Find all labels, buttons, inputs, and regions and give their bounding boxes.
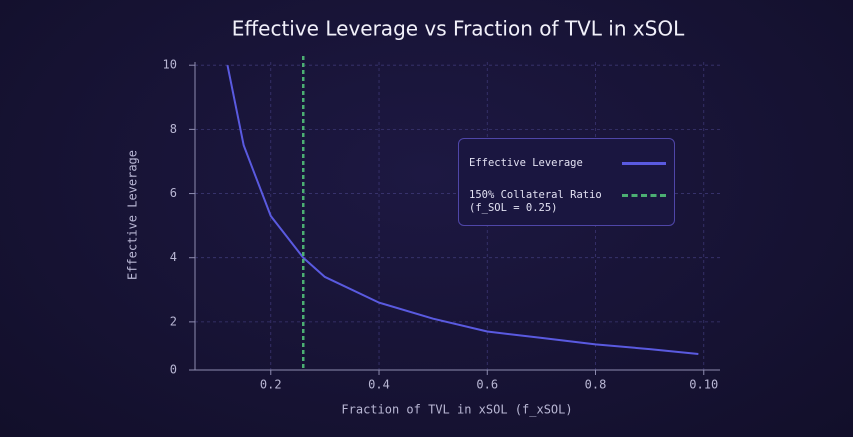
y-tick-label: 0 bbox=[170, 363, 177, 377]
legend-swatch bbox=[622, 162, 666, 165]
x-tick-label: 0.6 bbox=[476, 378, 498, 392]
x-tick-label: 0.8 bbox=[585, 378, 607, 392]
y-tick-label: 8 bbox=[170, 122, 177, 136]
legend-label: Effective Leverage bbox=[469, 157, 583, 169]
x-tick-label: 0.2 bbox=[260, 378, 282, 392]
x-axis-label: Fraction of TVL in xSOL (f_xSOL) bbox=[341, 403, 572, 417]
x-tick-label: 0.10 bbox=[689, 378, 718, 392]
y-tick-label: 4 bbox=[170, 250, 177, 264]
legend-label: 150% Collateral Ratio (f_SOL = 0.25) bbox=[469, 189, 602, 214]
legend-swatch bbox=[622, 194, 666, 197]
x-tick-label: 0.4 bbox=[368, 378, 390, 392]
legend: Effective Leverage 150% Collateral Ratio … bbox=[458, 138, 675, 226]
line-series bbox=[226, 65, 699, 355]
y-axis-label: Effective Leverage bbox=[126, 150, 140, 280]
y-tick-label: 2 bbox=[170, 314, 177, 328]
chart-title: Effective Leverage vs Fraction of TVL in… bbox=[232, 17, 685, 41]
y-tick-label: 6 bbox=[170, 186, 177, 200]
y-tick-label: 10 bbox=[163, 58, 177, 72]
